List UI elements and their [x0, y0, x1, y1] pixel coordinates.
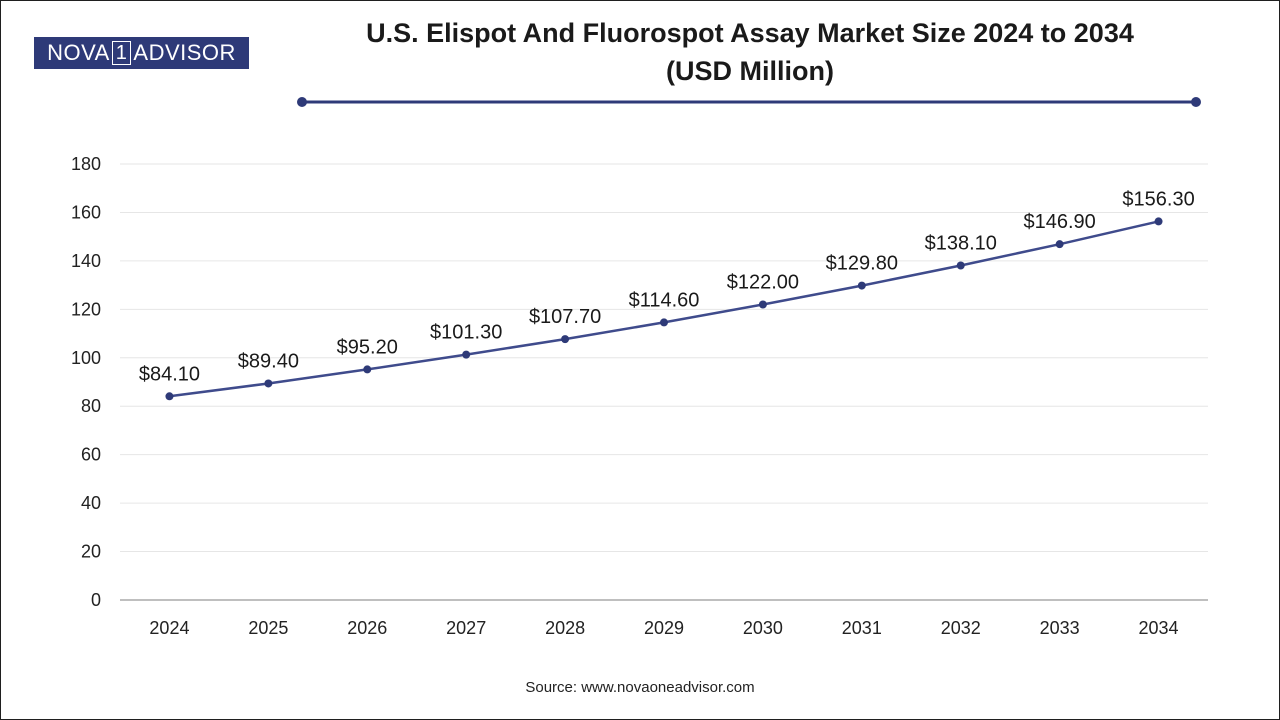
x-tick-label: 2026 [347, 618, 387, 638]
data-label: $101.30 [430, 322, 502, 344]
y-tick-label: 160 [71, 202, 101, 222]
x-tick-label: 2025 [248, 618, 288, 638]
x-tick-label: 2028 [545, 618, 585, 638]
gridlines [120, 163, 1208, 601]
logo-number: 1 [111, 41, 132, 65]
series-market-size [165, 217, 1163, 401]
x-tick-label: 2031 [842, 618, 882, 638]
title-underline [297, 97, 1201, 107]
chart-title-line2: (USD Million) [666, 56, 834, 86]
y-tick-label: 80 [81, 396, 101, 416]
data-point [1055, 240, 1064, 249]
data-label: $156.30 [1122, 188, 1194, 210]
data-point [165, 392, 174, 401]
data-label: $146.90 [1023, 211, 1095, 233]
y-tick-label: 0 [91, 590, 101, 610]
y-tick-label: 180 [71, 154, 101, 174]
source-note: Source: www.novaoneadvisor.com [525, 679, 755, 696]
x-tick-label: 2033 [1040, 618, 1080, 638]
y-axis-ticks: 0 20 40 60 80 100 120 140 160 180 [71, 154, 101, 610]
y-tick-label: 40 [81, 493, 101, 513]
brand-logo: NOVA 1 ADVISOR [34, 37, 249, 69]
x-tick-label: 2034 [1139, 618, 1179, 638]
data-point [857, 281, 866, 290]
logo-text-pre: NOVA [47, 40, 110, 65]
logo-text-post: ADVISOR [133, 40, 236, 65]
y-tick-label: 60 [81, 445, 101, 465]
x-tick-label: 2029 [644, 618, 684, 638]
y-tick-label: 140 [71, 251, 101, 271]
data-label: $138.10 [925, 232, 997, 254]
x-tick-label: 2030 [743, 618, 783, 638]
data-label: $122.00 [727, 271, 799, 293]
data-point [660, 318, 668, 327]
title-underline-left-dot [297, 97, 307, 107]
data-label: $129.80 [826, 253, 898, 275]
data-point [264, 379, 273, 388]
y-tick-label: 100 [71, 348, 101, 368]
chart-title: U.S. Elispot And Fluorospot Assay Market… [290, 14, 1210, 90]
y-tick-label: 20 [81, 542, 101, 562]
x-axis-ticks: 2024 2025 2026 2027 2028 2029 2030 2031 2032 2033… [149, 618, 1178, 638]
chart-title-line1: U.S. Elispot And Fluorospot Assay Market… [366, 18, 1134, 48]
data-point [956, 261, 965, 270]
title-underline-right-dot [1191, 97, 1201, 107]
data-point [758, 300, 767, 309]
data-point [561, 335, 570, 344]
data-label: $95.20 [337, 336, 398, 358]
x-tick-label: 2027 [446, 618, 486, 638]
data-label: $107.70 [529, 306, 601, 328]
data-label: $114.60 [629, 289, 700, 311]
x-tick-label: 2024 [149, 618, 189, 638]
data-point [363, 365, 372, 374]
data-point [462, 350, 471, 359]
data-label: $89.40 [238, 350, 299, 372]
data-label: $84.10 [139, 363, 200, 385]
y-tick-label: 120 [71, 299, 101, 319]
data-labels: $84.10 $89.40 $95.20 $101.30 $107.70 $114.60 $… [139, 188, 1195, 385]
x-tick-label: 2032 [941, 618, 981, 638]
data-point [1154, 217, 1163, 226]
